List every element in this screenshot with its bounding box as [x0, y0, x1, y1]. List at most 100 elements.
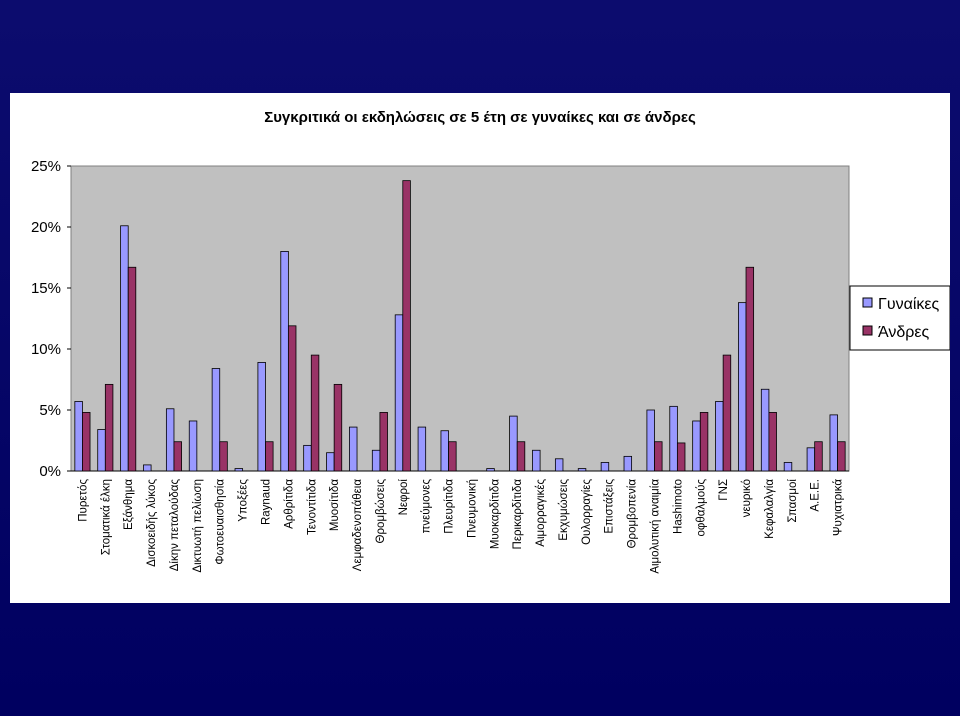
bar-women: [74, 401, 83, 472]
bar-men: [333, 383, 343, 472]
bar-women: [394, 314, 404, 472]
x-category-label: Στοματικά έλκη: [100, 479, 112, 555]
y-tick-label: 25%: [31, 158, 61, 175]
x-category-label: Αιμορραγικές: [535, 479, 547, 547]
bar-women: [760, 388, 770, 472]
bar-women: [646, 409, 655, 472]
bar-women: [211, 368, 221, 472]
bar-women: [509, 415, 518, 472]
bar-women: [829, 414, 838, 472]
bar-men: [402, 180, 411, 472]
x-category-label: Ψυχιατρικά: [833, 479, 845, 536]
bar-women: [600, 462, 610, 472]
bar-men: [287, 325, 297, 472]
x-category-label: Εκχυμώσεις: [558, 479, 570, 541]
x-category-label: Νεφροί: [398, 479, 410, 516]
bar-men: [219, 441, 228, 472]
x-category-label: Θρομβοπενία: [627, 479, 639, 549]
bar-men: [654, 441, 663, 472]
x-category-label: Εξάνθημα: [123, 479, 135, 530]
bar-women: [440, 430, 449, 472]
y-axis: 0% 5% 10% 15% 20% 25%: [31, 158, 849, 480]
legend-label-men: Άνδρες: [878, 324, 930, 341]
x-category-label: πνεύμονες: [421, 479, 433, 534]
x-category-label: Αρθρίτιδα: [283, 479, 295, 529]
bar-women: [303, 444, 312, 472]
x-category-label: Λεμφαδενοπάθεια: [352, 479, 364, 572]
plot-area: [70, 165, 850, 472]
bar-women: [280, 250, 289, 472]
x-category-label: Α.Ε.Ε.: [810, 479, 822, 512]
bar-men: [173, 441, 182, 472]
x-category-label: Θρομβώσεις: [375, 479, 387, 544]
y-tick-label: 20%: [31, 219, 61, 236]
bar-women: [417, 426, 427, 472]
x-category-label: Κεφαλαλγία: [764, 479, 776, 539]
bar-women: [715, 401, 724, 472]
y-tick-label: 0%: [39, 463, 61, 480]
x-category-label: Φωτοευαισθησία: [215, 479, 227, 565]
y-tick-label: 5%: [39, 402, 61, 419]
bar-men: [265, 441, 274, 472]
x-category-label: Raynaud: [261, 479, 273, 525]
bar-women: [669, 405, 678, 472]
bar-women: [577, 468, 587, 472]
bar-chart: Συγκριτικά οι εκδηλώσεις σε 5 έτη σε γυν…: [31, 109, 950, 574]
bar-women: [554, 458, 564, 472]
x-category-label: οφθαλμούς: [695, 479, 707, 537]
x-category-label: Επιστάξεις: [604, 479, 616, 534]
bar-women: [234, 468, 244, 472]
x-category-label: Μυοσίτιδα: [329, 479, 341, 531]
bar-women: [692, 420, 701, 472]
bar-men: [722, 354, 732, 472]
x-category-label: Μυοκαρδίτιδα: [489, 479, 501, 550]
bar-men: [837, 441, 846, 472]
bar-women: [371, 449, 381, 472]
bars-group: [74, 180, 846, 472]
x-category-label: Αιμολυτική αναιμία: [650, 479, 662, 574]
x-category-label: Πνευμονική: [466, 479, 478, 538]
y-tick-label: 15%: [31, 280, 61, 297]
bar-women: [120, 225, 129, 472]
legend-swatch-men: [862, 325, 873, 336]
legend-label-women: Γυναίκες: [878, 296, 940, 313]
bar-women: [143, 464, 152, 472]
x-category-label: Πλευρίτιδα: [444, 479, 456, 534]
chart-panel: Συγκριτικά οι εκδηλώσεις σε 5 έτη σε γυν…: [10, 93, 950, 603]
bar-women: [188, 420, 198, 472]
legend-swatch-women: [862, 297, 873, 308]
bar-men: [676, 442, 686, 472]
chart-title: Συγκριτικά οι εκδηλώσεις σε 5 έτη σε γυν…: [264, 109, 696, 126]
x-category-label: Δικτυωτή πελίωση: [192, 479, 204, 573]
bar-men: [310, 354, 320, 472]
bar-women: [806, 447, 816, 472]
x-axis-labels: Πυρετός Στοματικά έλκη Εξάνθημα Δισκοειδής …: [77, 479, 844, 574]
bar-women: [623, 455, 633, 472]
bar-men: [814, 441, 823, 472]
x-category-label: Hashimoto: [672, 479, 684, 534]
bar-women: [783, 462, 793, 472]
bar-men: [127, 266, 137, 472]
bar-men: [516, 441, 526, 472]
x-category-label: Υποξέες: [238, 479, 250, 522]
bar-men: [104, 383, 114, 472]
bar-men: [379, 412, 388, 472]
bar-men: [699, 412, 709, 472]
bar-women: [326, 452, 335, 472]
bar-men: [448, 441, 457, 472]
bar-women: [738, 302, 747, 472]
legend-box: [849, 285, 950, 351]
bar-women: [165, 408, 175, 472]
bar-women: [257, 362, 266, 472]
x-category-label: Δισκοειδής λύκος: [146, 479, 158, 567]
x-category-label: Σπασμοί: [787, 479, 799, 523]
x-category-label: Ουλορραγίες: [581, 479, 593, 545]
bar-women: [486, 468, 495, 472]
legend: Γυναίκες Άνδρες: [849, 285, 950, 351]
bar-women: [349, 426, 358, 472]
x-category-label: Δίκην πεταλούδας: [169, 479, 181, 572]
bar-women: [532, 449, 541, 472]
bar-men: [768, 412, 777, 472]
y-tick-label: 10%: [31, 341, 61, 358]
bar-women: [97, 429, 106, 472]
